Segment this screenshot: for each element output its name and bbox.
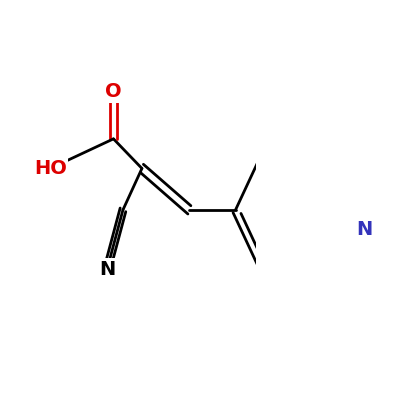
Text: N: N [99,260,115,278]
Text: O: O [105,82,122,101]
Text: N: N [356,220,373,239]
Text: HO: HO [34,159,67,178]
